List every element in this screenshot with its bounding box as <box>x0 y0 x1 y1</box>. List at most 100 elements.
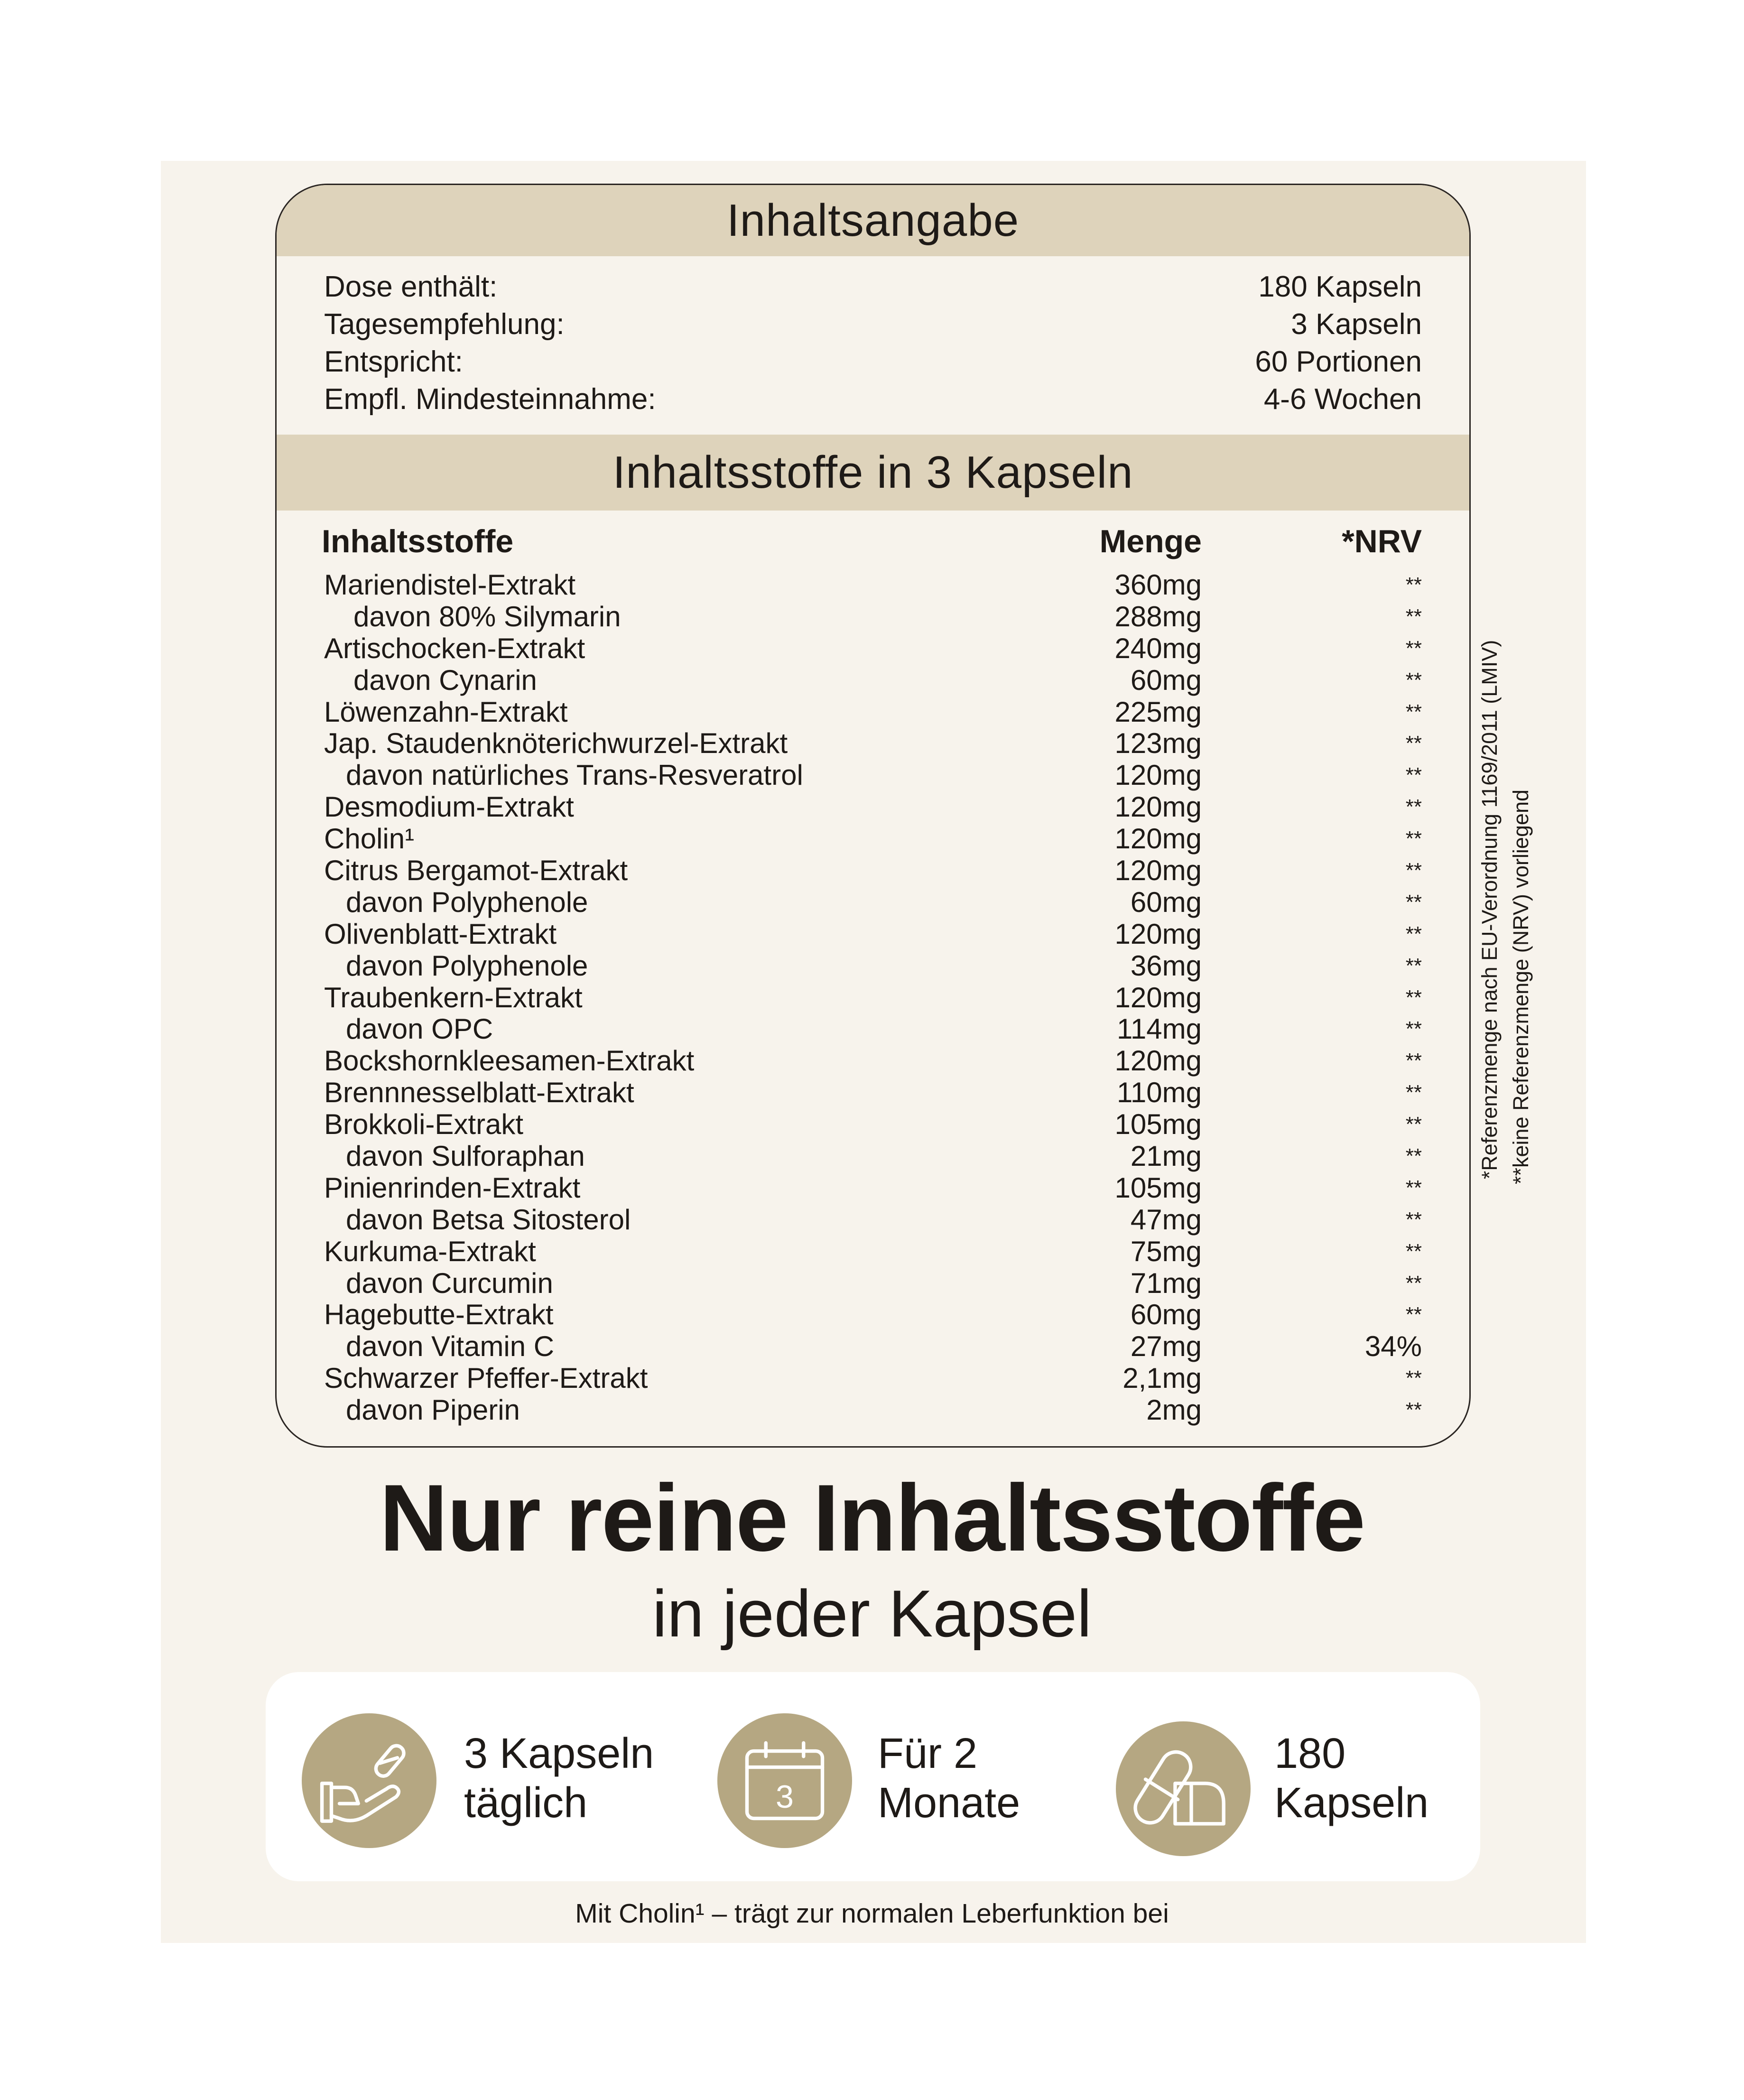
ingredient-name: Cholin¹ <box>324 823 415 855</box>
ingredient-amount: 225mg <box>1114 696 1202 728</box>
ingredient-nrv: ** <box>1405 573 1422 596</box>
ingredient-nrv: ** <box>1405 1081 1422 1105</box>
info-row: Dose enthält: 180 Kapseln <box>324 268 1422 306</box>
table-row: Brokkoli-Extrakt 105mg ** <box>324 1108 1422 1141</box>
info-label: Tagesempfehlung: <box>324 308 565 341</box>
table-row: davon OPC 114mg ** <box>324 1013 1422 1045</box>
feature-capsule-count: 180 Kapseln <box>1274 1729 1429 1828</box>
ingredient-amount: 2mg <box>1146 1394 1202 1426</box>
ingredient-nrv: ** <box>1405 859 1422 883</box>
table-row: Traubenkern-Extrakt 120mg ** <box>324 982 1422 1014</box>
table-row: Mariendistel-Extrakt 360mg ** <box>324 569 1422 601</box>
ingredient-amount: 288mg <box>1114 600 1202 632</box>
ingredient-name: Brokkoli-Extrakt <box>324 1108 524 1141</box>
ingredient-amount: 60mg <box>1130 886 1202 918</box>
info-value: 180 Kapseln <box>1258 270 1422 303</box>
ingredient-nrv: ** <box>1405 1049 1422 1073</box>
table-row: Brennnesselblatt-Extrakt 110mg ** <box>324 1077 1422 1109</box>
feature-line: 180 <box>1274 1730 1346 1777</box>
table-row: Artischocken-Extrakt 240mg ** <box>324 632 1422 665</box>
feature-daily-dose: 3 Kapseln täglich <box>464 1729 654 1828</box>
ingredient-amount: 60mg <box>1130 664 1202 696</box>
ingredient-name: davon Curcumin <box>346 1267 553 1299</box>
ingredient-amount: 120mg <box>1114 981 1202 1013</box>
footer-claim: Mit Cholin¹ – trägt zur normalen Leberfu… <box>575 1898 1169 1929</box>
features-panel: 3 Kapseln täglich 3 Für 2 Monate 180 Kap… <box>266 1672 1480 1881</box>
ingredient-name: davon Cynarin <box>353 664 537 696</box>
ingredient-name: davon Vitamin C <box>346 1330 555 1363</box>
table-row: davon Polyphenole 60mg ** <box>324 886 1422 919</box>
ingredient-nrv: ** <box>1405 763 1422 787</box>
info-label: Dose enthält: <box>324 270 498 303</box>
table-row: Desmodium-Extrakt 120mg ** <box>324 791 1422 823</box>
info-label: Entspricht: <box>324 345 463 378</box>
ingredient-nrv: ** <box>1405 604 1422 628</box>
ingredient-name: davon Betsa Sitosterol <box>346 1203 631 1236</box>
ingredient-name: davon Sulforaphan <box>346 1140 585 1172</box>
ingredient-name: Citrus Bergamot-Extrakt <box>324 855 628 887</box>
ingredient-amount: 110mg <box>1116 1077 1202 1109</box>
nrv-reference-note: *Referenzmenge nach EU-Verordnung 1169/2… <box>1477 640 1502 1180</box>
ingredient-amount: 120mg <box>1114 855 1202 887</box>
info-value: 4-6 Wochen <box>1263 383 1422 416</box>
ingredient-name: davon OPC <box>346 1013 493 1045</box>
ingredient-nrv: ** <box>1405 922 1422 946</box>
section-title: Inhaltsstoffe in 3 Kapseln <box>277 435 1469 511</box>
ingredient-amount: 114mg <box>1116 1013 1202 1045</box>
ingredient-nrv: ** <box>1405 795 1422 819</box>
ingredient-nrv: ** <box>1405 636 1422 660</box>
ingredient-name: Jap. Staudenknöterichwurzel-Extrakt <box>324 727 788 760</box>
table-row: Löwenzahn-Extrakt 225mg ** <box>324 696 1422 728</box>
table-row: davon natürliches Trans-Resveratrol 120mg… <box>324 759 1422 791</box>
ingredient-amount: 120mg <box>1114 791 1202 823</box>
info-value: 60 Portionen <box>1255 345 1422 378</box>
ingredient-nrv: ** <box>1405 890 1422 914</box>
table-row: Jap. Staudenknöterichwurzel-Extrakt 123mg… <box>324 728 1422 760</box>
no-reference-note: **keine Referenzmenge (NRV) vorliegend <box>1509 789 1533 1185</box>
ingredient-nrv: ** <box>1405 668 1422 692</box>
feature-line: 3 Kapseln <box>464 1730 654 1777</box>
ingredient-amount: 240mg <box>1114 632 1202 664</box>
ingredient-nrv: ** <box>1405 1271 1422 1295</box>
table-row: davon Betsa Sitosterol 47mg ** <box>324 1204 1422 1236</box>
ingredient-name: Hagebutte-Extrakt <box>324 1299 554 1331</box>
info-value: 3 Kapseln <box>1291 308 1422 341</box>
capsules-icon <box>1116 1721 1251 1856</box>
ingredient-rows: Mariendistel-Extrakt 360mg ** davon 80% Sil… <box>324 569 1422 1426</box>
ingredient-amount: 105mg <box>1114 1171 1202 1204</box>
ingredient-name: Bockshornkleesamen-Extrakt <box>324 1045 695 1077</box>
table-row: Pinienrinden-Extrakt 105mg ** <box>324 1172 1422 1204</box>
feature-line: Kapseln <box>1274 1779 1429 1827</box>
info-row: Entspricht: 60 Portionen <box>324 343 1422 381</box>
ingredient-amount: 105mg <box>1114 1108 1202 1141</box>
ingredient-nrv: ** <box>1405 954 1422 977</box>
ingredient-amount: 120mg <box>1114 823 1202 855</box>
ingredient-nrv: ** <box>1405 1113 1422 1136</box>
table-row: Kurkuma-Extrakt 75mg ** <box>324 1236 1422 1268</box>
contents-title: Inhaltsangabe <box>277 185 1469 256</box>
ingredient-nrv: ** <box>1405 1366 1422 1390</box>
ingredient-name: Schwarzer Pfeffer-Extrakt <box>324 1362 648 1394</box>
calendar-number: 3 <box>776 1779 794 1815</box>
ingredient-name: davon natürliches Trans-Resveratrol <box>346 759 803 791</box>
column-header-name: Inhaltsstoffe <box>322 523 514 559</box>
ingredient-name: davon Polyphenole <box>346 949 588 982</box>
feature-line: Monate <box>878 1779 1020 1827</box>
ingredient-name: Pinienrinden-Extrakt <box>324 1171 581 1204</box>
table-row: Hagebutte-Extrakt 60mg ** <box>324 1299 1422 1331</box>
ingredient-name: davon Polyphenole <box>346 886 588 918</box>
table-row: Olivenblatt-Extrakt 120mg ** <box>324 918 1422 950</box>
ingredient-amount: 2,1mg <box>1122 1362 1202 1394</box>
ingredient-amount: 21mg <box>1130 1140 1202 1172</box>
ingredient-name: Mariendistel-Extrakt <box>324 569 576 601</box>
ingredient-name: Löwenzahn-Extrakt <box>324 696 568 728</box>
ingredient-amount: 123mg <box>1114 727 1202 760</box>
table-row: Citrus Bergamot-Extrakt 120mg ** <box>324 855 1422 887</box>
ingredient-amount: 120mg <box>1114 759 1202 791</box>
ingredient-name: Artischocken-Extrakt <box>324 632 585 664</box>
feature-line: täglich <box>464 1779 588 1827</box>
ingredient-nrv: ** <box>1405 985 1422 1009</box>
ingredient-nrv: ** <box>1405 1239 1422 1263</box>
table-row: davon Vitamin C 27mg 34% <box>324 1330 1422 1363</box>
feature-line: Für 2 <box>878 1730 978 1777</box>
